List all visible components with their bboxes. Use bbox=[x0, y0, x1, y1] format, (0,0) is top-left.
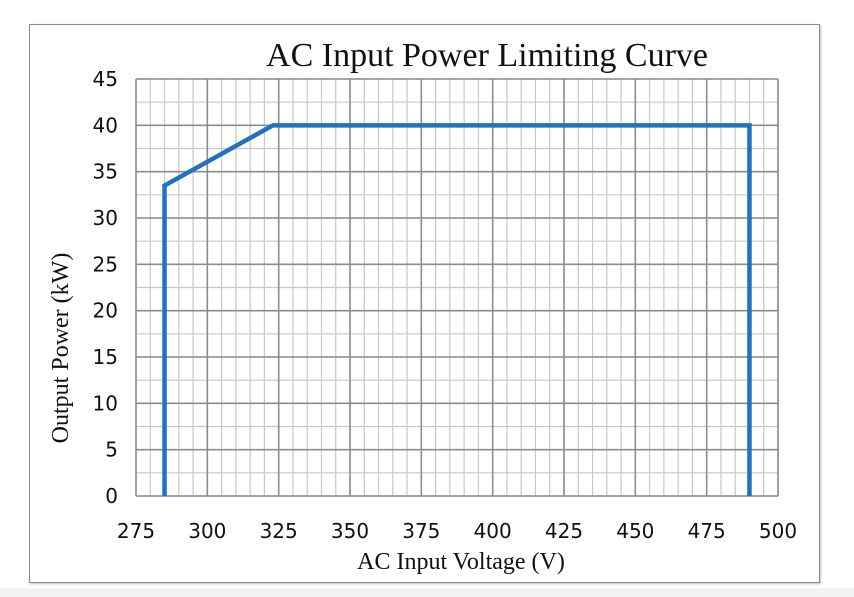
x-tick-label: 425 bbox=[545, 519, 583, 543]
y-tick-label: 10 bbox=[93, 391, 118, 415]
x-tick-label: 275 bbox=[117, 519, 155, 543]
x-tick-label: 375 bbox=[402, 519, 440, 543]
y-tick-label: 25 bbox=[93, 252, 118, 276]
x-axis-ticks: 275 300 325 350 375 400 425 450 475 500 bbox=[117, 519, 797, 543]
y-tick-label: 0 bbox=[105, 484, 118, 508]
y-tick-label: 45 bbox=[93, 67, 118, 91]
y-axis-ticks: 0 5 10 15 20 25 30 35 40 45 bbox=[93, 67, 118, 508]
series-power-limit bbox=[162, 123, 752, 496]
x-tick-label: 350 bbox=[331, 519, 369, 543]
bottom-strip bbox=[0, 588, 854, 597]
series-line bbox=[162, 123, 752, 496]
x-tick-label: 400 bbox=[474, 519, 512, 543]
chart-frame bbox=[29, 24, 820, 583]
y-tick-label: 15 bbox=[93, 345, 118, 369]
grid-major bbox=[135, 78, 779, 497]
y-tick-label: 20 bbox=[93, 299, 118, 323]
y-tick-label: 5 bbox=[105, 438, 118, 462]
x-tick-label: 500 bbox=[759, 519, 797, 543]
x-tick-label: 325 bbox=[260, 519, 298, 543]
y-tick-label: 30 bbox=[93, 206, 118, 230]
y-tick-label: 35 bbox=[93, 160, 118, 184]
y-tick-label: 40 bbox=[93, 113, 118, 137]
x-tick-label: 300 bbox=[188, 519, 226, 543]
x-tick-label: 450 bbox=[616, 519, 654, 543]
y-axis-label: Output Power (kW) bbox=[48, 253, 74, 444]
x-tick-label: 475 bbox=[688, 519, 726, 543]
chart-title: AC Input Power Limiting Curve bbox=[266, 37, 708, 74]
x-axis-label: AC Input Voltage (V) bbox=[357, 549, 565, 575]
grid-minor bbox=[135, 78, 779, 497]
